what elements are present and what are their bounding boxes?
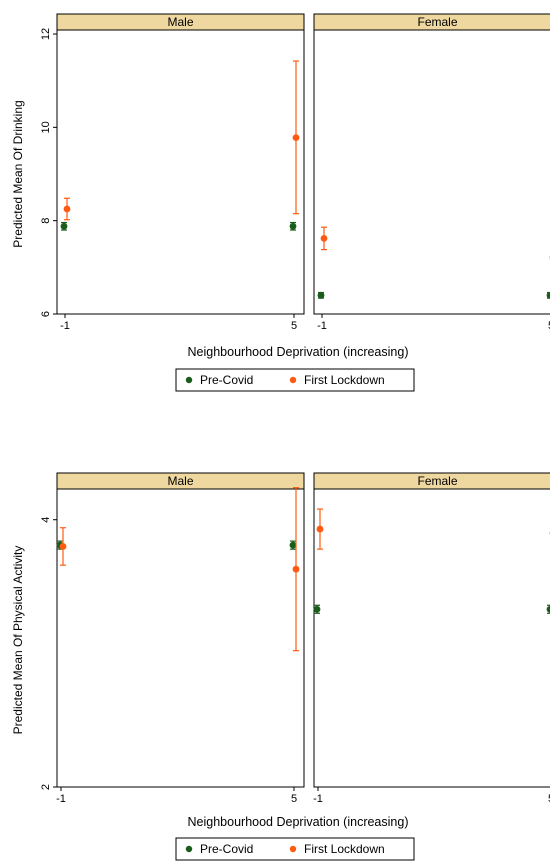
panel-female: Female -1 5 [313,472,550,805]
x-axis-label: Neighbourhood Deprivation (increasing) [188,345,409,359]
x-tick-label: -1 [60,320,70,332]
panel-strip-label: Male [167,15,193,29]
data-point [63,205,71,213]
data-point [60,222,68,230]
data-point [292,134,300,142]
x-axis-label: Neighbourhood Deprivation (increasing) [188,815,409,829]
x-tick-label: 5 [291,793,297,805]
y-axis-label: Predicted Mean Of Drinking [11,100,25,247]
y-tick-label: 10 [40,121,52,133]
panel-female: Female -1 5 [313,13,550,332]
plot-area [313,29,550,315]
legend-label-first-lockdown: First Lockdown [304,373,385,387]
legend-marker-pre-covid [185,845,193,853]
panel-strip-label: Male [167,474,193,488]
x-tick-label: 5 [548,793,550,805]
plot-area [313,488,550,788]
data-point [546,605,550,613]
data-point [320,235,328,242]
data-point [316,525,324,533]
panel-male: Male -1 5 2 4 [40,472,305,805]
x-tick-label: -1 [313,793,323,805]
x-tick-label: 5 [291,320,297,332]
y-tick-label: 2 [40,784,52,790]
plot-area [56,488,305,788]
y-tick-label: 12 [40,28,52,40]
legend-label-pre-covid: Pre-Covid [200,842,253,856]
panel-strip-label: Female [417,474,457,488]
x-tick-label: -1 [56,793,66,805]
legend-label-pre-covid: Pre-Covid [200,373,253,387]
chart-1: Male -1 5 6 8 10 12 Female -1 5 Predicted Mean Of … [11,13,550,392]
data-point [292,565,300,573]
panel-male: Male -1 5 6 8 10 12 [40,13,305,332]
x-tick-label: 5 [548,320,550,332]
data-point [59,543,67,550]
legend-marker-first-lockdown [289,845,297,853]
legend: Pre-Covid First Lockdown [175,368,415,392]
legend-marker-first-lockdown [289,376,297,384]
data-point [546,291,550,299]
y-tick-label: 8 [40,218,52,224]
panel-strip-label: Female [417,15,457,29]
data-point [313,605,321,613]
x-tick-label: -1 [317,320,327,332]
legend: Pre-Covid First Lockdown [175,837,415,861]
y-tick-label: 6 [40,311,52,317]
legend-marker-pre-covid [185,376,193,384]
y-axis-label: Predicted Mean Of Physical Activity [11,546,25,735]
data-point [317,291,325,299]
chart-2: Male -1 5 2 4 Female -1 5 Predicted Mean Of Phys… [11,472,550,861]
plot-area [56,29,305,315]
y-tick-label: 4 [40,517,52,523]
legend-label-first-lockdown: First Lockdown [304,842,385,856]
data-point [289,222,297,230]
data-point [289,541,297,549]
